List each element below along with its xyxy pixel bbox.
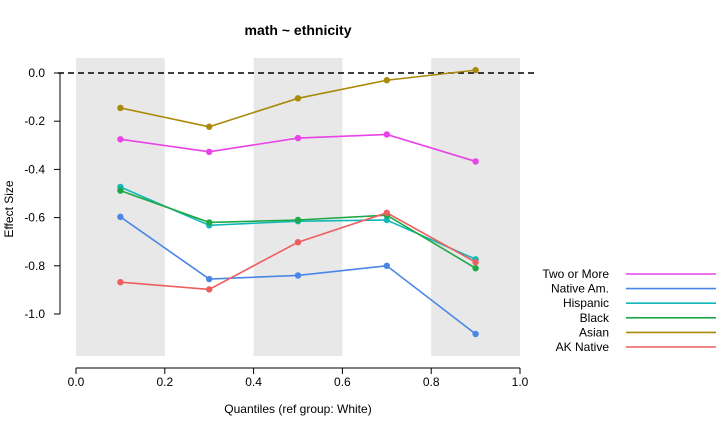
y-tick-label: -1.0 <box>24 307 45 321</box>
legend-label: Native Am. <box>551 282 609 296</box>
legend-label: Hispanic <box>563 296 609 310</box>
data-point <box>383 131 390 138</box>
legend-label: AK Native <box>556 340 610 354</box>
x-tick-label: 0.2 <box>156 375 173 389</box>
data-point <box>472 158 479 165</box>
y-tick-label: -0.2 <box>24 114 45 128</box>
data-point <box>294 238 302 246</box>
x-tick-label: 1.0 <box>512 375 529 389</box>
background-band <box>431 58 520 356</box>
legend-label: Two or More <box>542 267 609 281</box>
data-point <box>206 123 213 130</box>
data-point <box>117 136 124 143</box>
data-point <box>294 216 302 224</box>
y-tick-label: 0.0 <box>28 66 45 80</box>
background-bands <box>76 58 520 356</box>
data-point <box>383 216 390 224</box>
x-tick-label: 0.4 <box>245 375 262 389</box>
y-axis-label: Effect Size <box>2 180 16 237</box>
data-point <box>294 272 302 279</box>
data-point <box>383 77 390 84</box>
data-point <box>383 262 390 269</box>
data-point <box>206 286 213 293</box>
series-points <box>117 66 479 338</box>
data-point <box>117 187 124 194</box>
data-point <box>294 134 302 142</box>
data-point <box>472 66 479 74</box>
legend-label: Asian <box>579 325 609 339</box>
x-tick-label: 0.8 <box>423 375 440 389</box>
data-point <box>206 275 213 283</box>
y-tick-label: -0.6 <box>24 211 45 225</box>
background-band <box>76 58 165 356</box>
x-tick-label: 0.0 <box>68 375 85 389</box>
data-point <box>117 278 124 286</box>
data-point <box>472 330 479 338</box>
legend-label: Black <box>580 311 610 325</box>
data-point <box>294 95 302 102</box>
data-point <box>472 265 479 272</box>
chart-title: math ~ ethnicity <box>245 22 352 38</box>
data-point <box>206 148 213 156</box>
y-tick-label: -0.8 <box>24 259 45 273</box>
data-point <box>117 104 124 112</box>
data-point <box>117 213 124 221</box>
data-point <box>472 258 479 266</box>
y-tick-label: -0.4 <box>24 162 45 176</box>
x-tick-label: 0.6 <box>334 375 351 389</box>
data-point <box>206 219 213 226</box>
data-point <box>383 209 390 216</box>
x-axis-label: Quantiles (ref group: White) <box>224 402 371 416</box>
axes: 0.0 -0.2 -0.4 -0.6 -0.8 -1.0 0.0 0.2 0.4 0.6 0.8 1.… <box>24 66 528 389</box>
background-band <box>253 58 343 356</box>
